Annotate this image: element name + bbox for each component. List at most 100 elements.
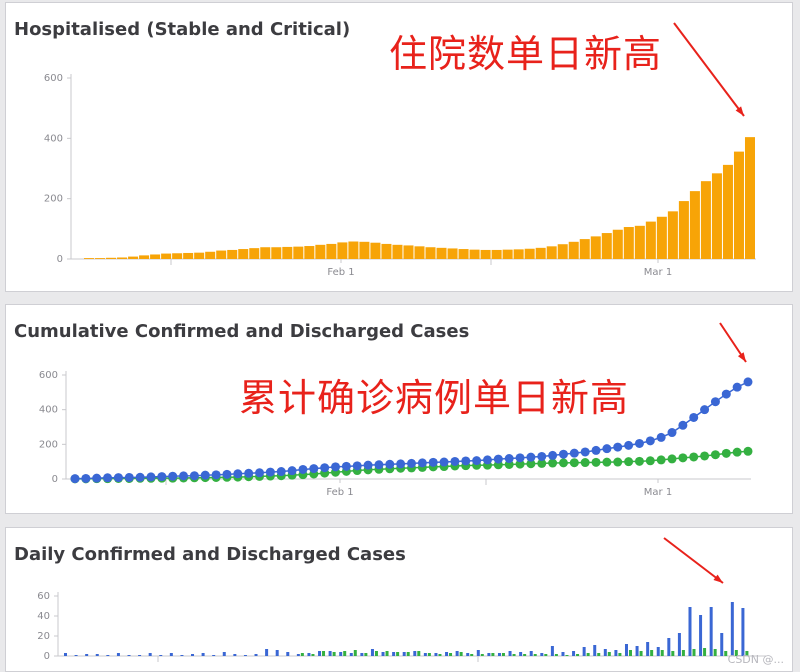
- hospitalised-bar: [370, 242, 381, 259]
- daily-confirmed-bar: [328, 651, 332, 656]
- confirmed-point: [569, 448, 579, 458]
- discharged-point: [700, 451, 710, 461]
- daily-confirmed-bar: [106, 655, 110, 656]
- confirmed-point: [233, 469, 243, 479]
- confirmed-point: [634, 438, 644, 448]
- daily-discharged-bar: [417, 651, 421, 656]
- daily-discharged-bar: [396, 652, 400, 656]
- chart-title: Daily Confirmed and Discharged Cases: [14, 544, 406, 565]
- discharged-point: [569, 458, 579, 468]
- daily-discharged-bar: [597, 653, 601, 656]
- discharged-point: [515, 459, 525, 469]
- hospitalised-bar: [502, 249, 513, 259]
- daily-discharged-bar: [353, 650, 357, 656]
- daily-discharged-bar: [671, 651, 675, 656]
- daily-discharged-bar: [576, 654, 580, 656]
- hospitalised-bar: [403, 245, 414, 259]
- hospitalised-bar: [535, 247, 546, 259]
- daily-discharged-bar: [523, 654, 527, 656]
- daily-confirmed-bar: [476, 650, 480, 656]
- daily-confirmed-bar: [497, 653, 501, 656]
- daily-confirmed-bar: [487, 653, 491, 656]
- daily-discharged-bar: [544, 654, 548, 656]
- confirmed-point: [537, 451, 547, 461]
- daily-confirmed-bar: [85, 654, 89, 656]
- daily-confirmed-bar: [413, 651, 417, 656]
- daily-confirmed-bar: [561, 652, 565, 656]
- daily-confirmed-bar: [275, 650, 279, 656]
- hospitalised-bar: [590, 236, 601, 259]
- y-tick-label: 200: [39, 439, 58, 450]
- hospitalised-bar: [656, 216, 667, 259]
- confirmed-point: [244, 468, 254, 478]
- daily-discharged-bar: [660, 650, 664, 656]
- confirmed-point: [689, 412, 699, 422]
- confirmed-point: [124, 472, 134, 482]
- daily-confirmed-bar: [265, 649, 269, 656]
- daily-confirmed-bar: [392, 652, 396, 656]
- daily-confirmed-bar: [572, 651, 576, 656]
- hospitalised-bar: [601, 233, 612, 259]
- confirmed-point: [92, 473, 102, 483]
- daily-confirmed-bar: [741, 608, 745, 656]
- confirmed-point: [341, 461, 351, 471]
- hospitalised-bar: [700, 181, 711, 259]
- y-tick-label: 600: [44, 73, 63, 84]
- daily-discharged-bar: [459, 652, 463, 656]
- confirmed-point: [211, 470, 221, 480]
- confirmed-point: [450, 456, 460, 466]
- cumulative-panel: Cumulative Confirmed and Discharged Case…: [5, 304, 793, 514]
- daily-confirmed-bar: [148, 653, 152, 656]
- hospitalised-bar: [568, 241, 579, 259]
- hospitalised-bar: [238, 249, 249, 259]
- daily-confirmed-bar: [540, 653, 544, 656]
- daily-discharged-bar: [554, 654, 558, 656]
- discharged-point: [602, 457, 612, 467]
- confirmed-point: [81, 473, 91, 483]
- daily-confirmed-bar: [593, 645, 597, 656]
- discharged-point: [645, 456, 655, 466]
- confirmed-point: [320, 463, 330, 473]
- annotation-hospital-record: 住院数单日新高: [389, 32, 663, 76]
- y-tick-label: 0: [52, 474, 58, 485]
- x-tick-label: Feb 1: [326, 487, 353, 498]
- daily-discharged-bar: [607, 652, 611, 656]
- daily-confirmed-bar: [318, 651, 322, 656]
- daily-confirmed-bar: [646, 642, 650, 656]
- confirmed-point: [352, 461, 362, 471]
- daily-confirmed-bar: [159, 655, 163, 656]
- confirmed-point: [146, 472, 156, 482]
- hospitalised-bar: [392, 244, 403, 259]
- confirmed-point: [667, 428, 677, 438]
- confirmed-point: [580, 447, 590, 457]
- daily-confirmed-bar: [445, 652, 449, 656]
- confirmed-point: [700, 405, 710, 415]
- y-tick-label: 40: [37, 611, 50, 622]
- annotation-confirmed-record: 累计确诊病例单日新高: [239, 376, 630, 420]
- hospitalised-bar: [480, 249, 491, 259]
- y-tick-label: 0: [44, 651, 50, 662]
- hospitalised-bar: [304, 246, 315, 259]
- annotation-arrow-head: [735, 106, 744, 116]
- confirmed-point: [656, 432, 666, 442]
- hospitalised-bar: [524, 248, 535, 259]
- confirmed-point: [417, 458, 427, 468]
- daily-discharged-bar: [501, 653, 505, 656]
- hospitalised-bar: [117, 257, 128, 259]
- daily-discharged-bar: [724, 651, 728, 656]
- annotation-arrow-shaft: [673, 22, 745, 117]
- hospitalised-bar: [733, 151, 744, 259]
- hospitalised-bar: [194, 252, 205, 259]
- hospitalised-bar: [227, 249, 238, 259]
- hospitalised-bar: [95, 258, 106, 259]
- chart-title: Cumulative Confirmed and Discharged Case…: [14, 321, 470, 342]
- daily-confirmed-bar: [667, 638, 671, 656]
- confirmed-point: [396, 459, 406, 469]
- hospitalised-bar: [513, 249, 524, 259]
- confirmed-point: [548, 450, 558, 460]
- daily-confirmed-bar: [222, 652, 226, 656]
- hospitalised-bar: [216, 250, 227, 259]
- daily-discharged-bar: [533, 654, 537, 656]
- daily-discharged-bar: [692, 649, 696, 656]
- hospitalised-bar: [249, 248, 260, 259]
